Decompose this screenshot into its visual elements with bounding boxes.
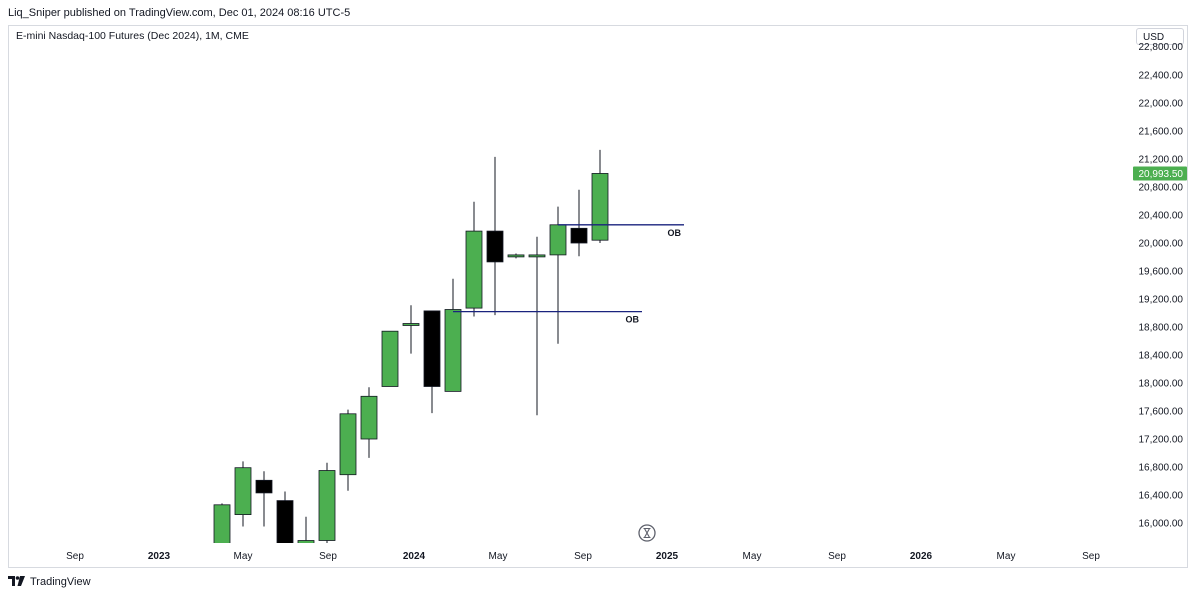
- candle-body: [339, 413, 357, 476]
- price-tick-label: 20,800.00: [1139, 183, 1184, 194]
- time-tick-label: May: [997, 551, 1016, 562]
- hourglass-icon: [638, 524, 656, 542]
- candle-body: [465, 230, 483, 309]
- price-tick-label: 16,800.00: [1139, 463, 1184, 474]
- time-tick-label: Sep: [828, 551, 846, 562]
- price-tick-label: 18,400.00: [1139, 351, 1184, 362]
- candle-body: [444, 309, 462, 392]
- candle-2024-05[interactable]: [486, 156, 504, 316]
- footer: TradingView: [8, 575, 91, 589]
- price-tick-label: 22,000.00: [1139, 99, 1184, 110]
- price-tick-label: 20,000.00: [1139, 239, 1184, 250]
- candle-body: [297, 540, 315, 543]
- candle-2023-07[interactable]: [276, 491, 294, 552]
- candle-body: [318, 470, 336, 541]
- price-tick-label: 19,200.00: [1139, 295, 1184, 306]
- candle-2023-04[interactable]: [213, 503, 231, 558]
- time-tick-label: May: [743, 551, 762, 562]
- price-tick-label: 18,000.00: [1139, 379, 1184, 390]
- candle-2024-06[interactable]: [507, 253, 525, 259]
- candle-2023-12[interactable]: [381, 330, 399, 387]
- price-tick-label: 20,400.00: [1139, 211, 1184, 222]
- price-tick-label: 21,200.00: [1139, 155, 1184, 166]
- candle-body: [234, 467, 252, 516]
- price-tick-label-partial: 22,800.00: [1139, 42, 1184, 53]
- candle-2024-03[interactable]: [444, 278, 462, 392]
- price-tick-label: 21,600.00: [1139, 127, 1184, 138]
- price-tick-label: 16,400.00: [1139, 491, 1184, 502]
- last-price-tag: [1133, 166, 1187, 181]
- candle-body: [255, 479, 273, 494]
- publisher-line: Liq_Sniper published on TradingView.com,…: [8, 7, 351, 19]
- candle-body: [381, 330, 399, 387]
- ob-label-1: OB: [668, 228, 682, 238]
- candle-body: [213, 504, 231, 543]
- time-tick-label: May: [489, 551, 508, 562]
- time-tick-label: Sep: [319, 551, 337, 562]
- candle-2023-06[interactable]: [255, 471, 273, 527]
- candle-2024-07[interactable]: [528, 236, 546, 416]
- symbol-title: E-mini Nasdaq-100 Futures (Dec 2024), 1M…: [16, 30, 249, 42]
- price-axis: 16,000.00 16,400.00 16,800.00 17,200.00 17,6…: [1133, 42, 1187, 530]
- tradingview-logo-icon: [8, 575, 26, 589]
- time-tick-label: May: [234, 551, 253, 562]
- time-tick-label: Sep: [574, 551, 592, 562]
- candle-body: [528, 254, 546, 258]
- candle-2023-05[interactable]: [234, 461, 252, 527]
- price-tick-label: 22,400.00: [1139, 71, 1184, 82]
- candle-body: [486, 230, 504, 263]
- time-tick-label: 2023: [148, 551, 171, 562]
- candle-2024-01[interactable]: [402, 305, 420, 354]
- candle-body: [591, 173, 609, 241]
- candle-2023-10[interactable]: [339, 409, 357, 491]
- candle-body: [570, 227, 588, 244]
- candle-2024-08[interactable]: [549, 206, 567, 344]
- price-tick-label: 18,800.00: [1139, 323, 1184, 334]
- time-tick-label: 2025: [656, 551, 679, 562]
- candle-2024-02[interactable]: [423, 310, 441, 414]
- candle-2024-10[interactable]: [591, 149, 609, 243]
- candle-body: [549, 224, 567, 256]
- candle-2023-11[interactable]: [360, 387, 378, 458]
- price-tick-label: 17,600.00: [1139, 407, 1184, 418]
- candle-2024-09[interactable]: [570, 189, 588, 257]
- annotations-layer: OB OB: [453, 224, 684, 325]
- price-tick-label: 17,200.00: [1139, 435, 1184, 446]
- time-tick-label: Sep: [66, 551, 84, 562]
- ob-label-2: OB: [626, 315, 640, 325]
- currency-button[interactable]: USD: [1136, 28, 1184, 45]
- time-tick-label: Sep: [1082, 551, 1100, 562]
- candle-body: [276, 500, 294, 543]
- last-price-label: 20,993.50: [1139, 169, 1184, 180]
- candle-body: [360, 395, 378, 440]
- footer-brand: TradingView: [30, 576, 91, 588]
- candle-body: [402, 323, 420, 326]
- time-tick-label: 2026: [910, 551, 933, 562]
- candle-2023-08[interactable]: [297, 516, 315, 548]
- candle-body: [423, 310, 441, 387]
- candle-2023-09[interactable]: [318, 462, 336, 548]
- price-tick-label: 19,600.00: [1139, 267, 1184, 278]
- candle-2024-04[interactable]: [465, 201, 483, 317]
- time-tick-label: 2024: [403, 551, 426, 562]
- time-axis: Sep 2023 May Sep 2024 May Sep 2025 May Sep 2026 May…: [66, 551, 1100, 562]
- price-tick-label: 16,000.00: [1139, 519, 1184, 530]
- candle-body: [507, 254, 525, 258]
- chart-frame[interactable]: [8, 25, 1188, 568]
- candles-layer: [213, 149, 609, 558]
